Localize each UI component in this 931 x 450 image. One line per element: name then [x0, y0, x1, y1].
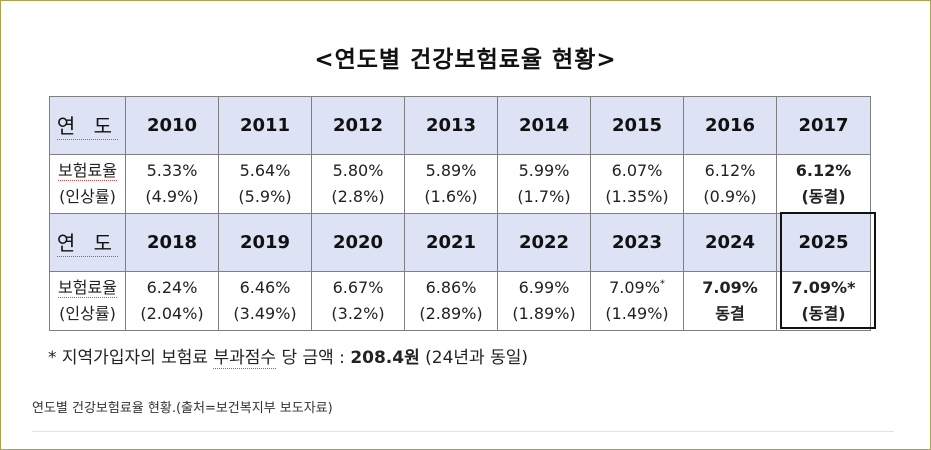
- rate-row-1: 보험료율 (인상률) 5.33% (4.9%) 5.64% (5.9%) 5.80%(…: [49, 154, 871, 214]
- rate-cell: 6.24% (2.04%): [125, 271, 219, 331]
- year-cell: 2017: [776, 96, 871, 155]
- year-cell: 2012: [311, 96, 405, 155]
- asterisk-mark: *: [847, 278, 856, 297]
- year-label: 연 도: [49, 213, 126, 272]
- year-cell: 2025: [776, 213, 871, 272]
- image-caption: 연도별 건강보험료율 현황.(출처=보건복지부 보도자료): [32, 401, 333, 416]
- rate-label: 보험료율 (인상률): [49, 271, 126, 331]
- rate-cell: 6.46% (3.49%): [218, 271, 312, 331]
- year-cell: 2023: [590, 213, 684, 272]
- year-cell: 2024: [683, 213, 777, 272]
- rate-cell: 5.99% (1.7%): [497, 154, 591, 214]
- rate-row-2: 보험료율 (인상률) 6.24% (2.04%) 6.46% (3.49%) 6.67…: [49, 271, 871, 331]
- rate-cell: 6.86% (2.89%): [404, 271, 498, 331]
- rate-cell: 6.12% (0.9%): [683, 154, 777, 214]
- footnote-amount: 208.4원: [350, 348, 420, 368]
- year-cell: 2010: [125, 96, 219, 155]
- rate-cell: 5.80% (2.8%): [311, 154, 405, 214]
- year-cell: 2021: [404, 213, 498, 272]
- rate-cell: 5.64% (5.9%): [218, 154, 312, 214]
- insurance-rate-table: 연 도 2010 2011 2012 2013 2014 2015 2016 2…: [49, 96, 871, 331]
- year-cell: 2011: [218, 96, 312, 155]
- rate-cell: 6.99% (1.89%): [497, 271, 591, 331]
- rate-cell: 5.33% (4.9%): [125, 154, 219, 214]
- year-cell: 2022: [497, 213, 591, 272]
- year-cell: 2019: [218, 213, 312, 272]
- rate-cell: 7.09%* (1.49%): [590, 271, 684, 331]
- rate-cell: 6.07% (1.35%): [590, 154, 684, 214]
- year-cell: 2015: [590, 96, 684, 155]
- rate-cell-current: 7.09%* (동결): [776, 271, 871, 331]
- rate-cell: 6.67% (3.2%): [311, 271, 405, 331]
- rate-cell-frozen: 6.12% (동결): [776, 154, 871, 214]
- rate-label: 보험료율 (인상률): [49, 154, 126, 214]
- divider: [32, 431, 894, 432]
- footnote: * 지역가입자의 보험료 부과점수 당 금액 : 208.4원 (24년과 동일…: [48, 348, 528, 369]
- page-title: <연도별 건강보험료율 현황>: [314, 47, 617, 73]
- rate-cell-frozen: 7.09% 동결: [683, 271, 777, 331]
- year-label: 연 도: [49, 96, 126, 155]
- year-cell: 2020: [311, 213, 405, 272]
- year-row-1: 연 도 2010 2011 2012 2013 2014 2015 2016 2…: [49, 96, 871, 155]
- year-row-2: 연 도 2018 2019 2020 2021 2022 2023 2024 2…: [49, 213, 871, 272]
- year-cell: 2014: [497, 96, 591, 155]
- year-cell: 2018: [125, 213, 219, 272]
- asterisk-mark: *: [659, 278, 665, 290]
- year-cell: 2013: [404, 96, 498, 155]
- year-cell: 2016: [683, 96, 777, 155]
- rate-cell: 5.89% (1.6%): [404, 154, 498, 214]
